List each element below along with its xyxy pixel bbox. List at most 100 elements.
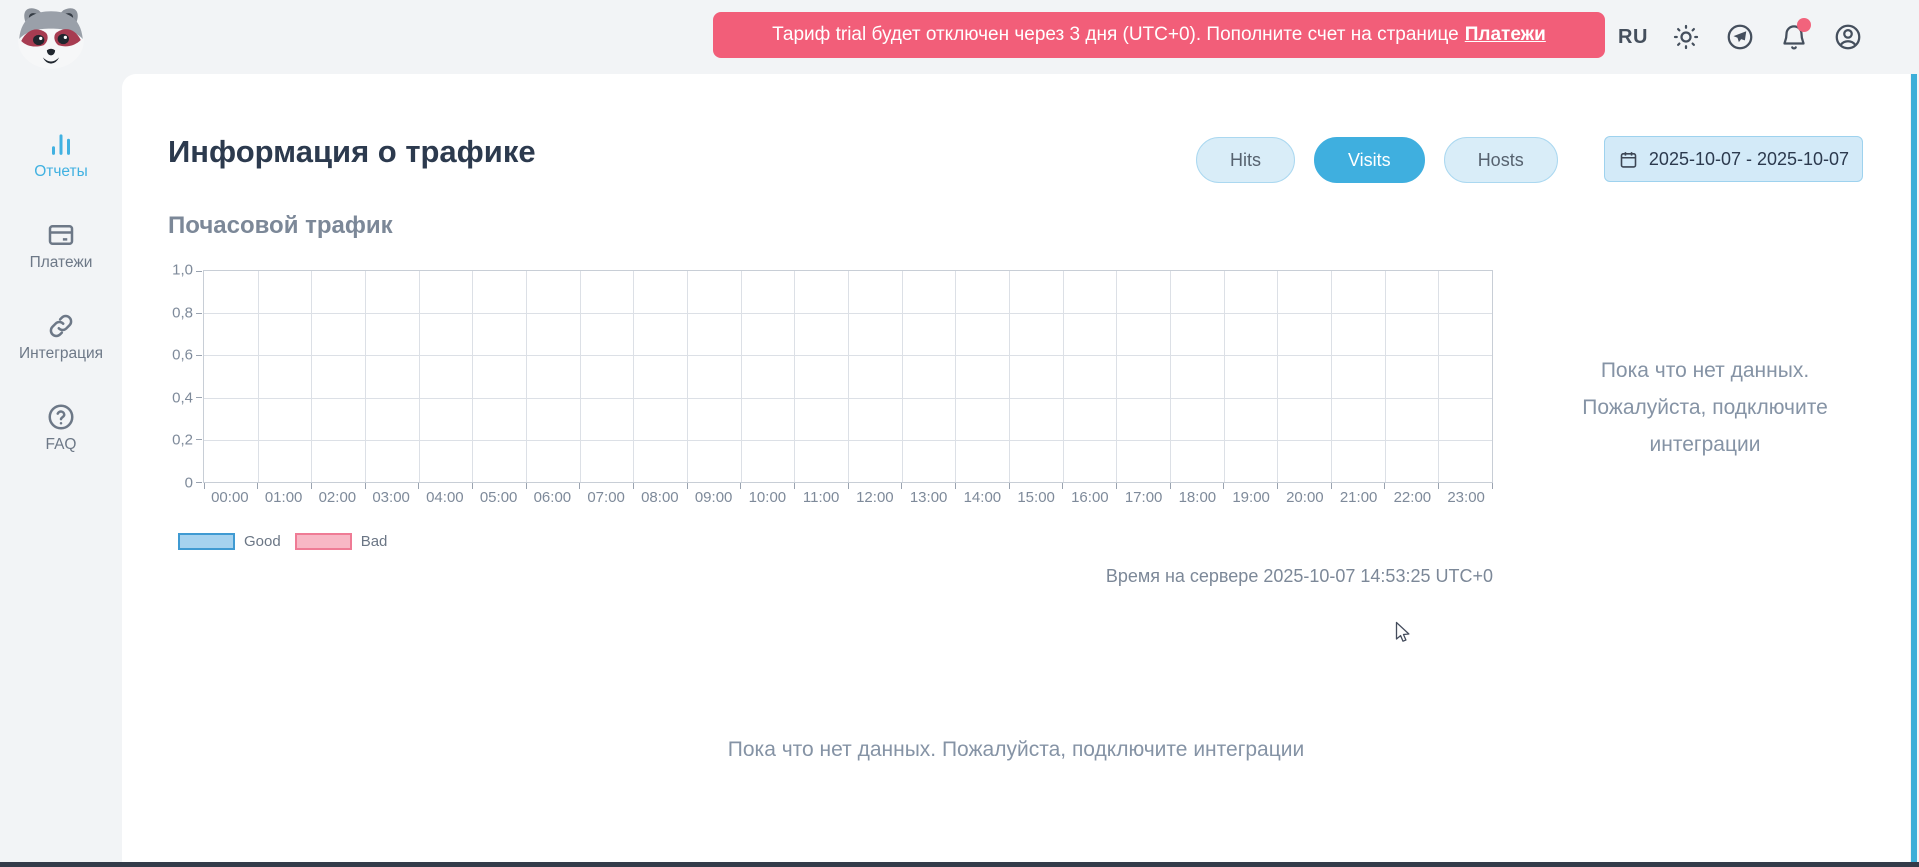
y-axis-tick	[196, 354, 202, 356]
gridline-vertical	[1170, 271, 1171, 482]
x-axis-label: 21:00	[1339, 489, 1378, 506]
x-axis-tick	[579, 483, 581, 489]
legend-label: Good	[244, 533, 281, 550]
bar-chart-icon	[45, 128, 77, 160]
x-axis-tick	[686, 483, 688, 489]
metric-toggle-group: Hits Visits Hosts	[1196, 137, 1558, 183]
header: Тариф trial будет отключен через 3 дня (…	[0, 0, 1919, 74]
theme-sun-icon[interactable]	[1670, 21, 1702, 53]
gridline-horizontal	[204, 439, 1492, 441]
toggle-hits-button[interactable]: Hits	[1196, 137, 1295, 183]
page-title: Информация о трафике	[168, 134, 536, 169]
y-axis-tick	[196, 439, 202, 441]
x-axis-label: 04:00	[426, 489, 464, 506]
x-axis-label: 12:00	[856, 489, 894, 506]
link-icon	[45, 310, 77, 342]
trial-warning-banner: Тариф trial будет отключен через 3 дня (…	[713, 12, 1605, 58]
profile-icon[interactable]	[1832, 21, 1864, 53]
legend-item-good[interactable]: Good	[178, 533, 281, 550]
gridline-vertical	[1009, 271, 1010, 482]
gridline-vertical	[848, 271, 849, 482]
x-axis-label: 13:00	[909, 489, 948, 506]
notification-badge	[1796, 18, 1811, 32]
notifications-bell-icon[interactable]	[1778, 18, 1811, 53]
x-axis-label: 05:00	[479, 489, 518, 506]
legend-item-bad[interactable]: Bad	[294, 533, 388, 550]
sidebar-item-faq[interactable]: FAQ	[45, 401, 77, 454]
credit-card-icon	[45, 219, 77, 251]
vertical-scrollbar[interactable]	[1911, 74, 1917, 862]
x-axis-tick	[1115, 483, 1117, 489]
y-axis-tick	[196, 481, 202, 483]
x-axis-label: 03:00	[372, 489, 410, 506]
y-axis-tick	[196, 270, 202, 272]
gridline-vertical	[579, 271, 581, 482]
toggle-hosts-button[interactable]: Hosts	[1443, 137, 1558, 183]
gridline-vertical	[1438, 271, 1440, 482]
x-axis-tick	[203, 483, 205, 489]
gridline-vertical	[794, 271, 796, 482]
x-axis-label: 23:00	[1447, 489, 1485, 506]
no-data-side-message: Пока что нет данных. Пожалуйста, подключи…	[1540, 352, 1870, 463]
gridline-vertical	[1384, 271, 1386, 482]
no-data-bottom-message: Пока что нет данных. Пожалуйста, подключ…	[727, 738, 1305, 761]
x-axis-label: 20:00	[1286, 489, 1324, 506]
x-axis-tick	[847, 483, 849, 489]
x-axis-tick	[418, 483, 420, 489]
sidebar-item-label: FAQ	[45, 436, 77, 453]
date-range-value: 2025-10-07 - 2025-10-07	[1648, 148, 1850, 169]
sidebar-item-reports[interactable]: Отчеты	[34, 128, 88, 181]
legend-label: Bad	[360, 533, 388, 550]
y-axis-label: 0,8	[172, 304, 193, 322]
x-axis-label: 18:00	[1178, 489, 1217, 506]
x-axis-label: 00:00	[211, 489, 249, 506]
y-axis-tick	[196, 312, 202, 314]
x-axis-label: 17:00	[1124, 489, 1163, 506]
no-data-side-line: Пока что нет данных.	[1600, 359, 1810, 382]
server-time: Время на сервере 2025-10-07 14:53:25 UTC…	[1105, 566, 1493, 586]
main-content: Информация о трафике Hits Visits Hosts 202…	[122, 74, 1910, 862]
x-axis-label: 02:00	[318, 489, 357, 506]
x-axis-label: 08:00	[641, 489, 679, 506]
raccoon-logo-icon[interactable]	[12, 2, 90, 69]
date-range-picker[interactable]: 2025-10-07 - 2025-10-07	[1604, 136, 1863, 182]
y-axis-label: 0,4	[172, 389, 193, 407]
toggle-visits-button[interactable]: Visits	[1314, 137, 1425, 183]
gridline-horizontal	[204, 397, 1492, 399]
x-axis-tick	[1330, 483, 1332, 489]
x-axis-tick	[525, 483, 527, 489]
x-axis-tick	[310, 483, 312, 489]
gridline-vertical	[257, 271, 259, 482]
x-axis-tick	[901, 483, 903, 489]
gridline-vertical	[1062, 271, 1064, 482]
x-axis-tick	[1223, 483, 1225, 489]
section-title: Почасовой трафик	[168, 212, 393, 239]
x-axis-tick	[1276, 483, 1278, 489]
x-axis-label: 19:00	[1232, 489, 1270, 506]
x-axis-tick	[1491, 483, 1493, 489]
x-axis-label: 14:00	[963, 489, 1002, 506]
header-actions: RU	[1618, 0, 1864, 74]
telegram-icon[interactable]	[1724, 21, 1756, 53]
y-axis-tick	[196, 397, 202, 399]
y-axis-label: 0,2	[172, 431, 193, 449]
gridline-vertical	[901, 271, 903, 482]
no-data-side-line: интеграции	[1649, 433, 1761, 456]
x-axis-tick	[1437, 483, 1439, 489]
language-switcher[interactable]: RU	[1618, 25, 1648, 48]
legend-swatch	[294, 533, 352, 550]
chart-plot-area	[196, 270, 1493, 489]
banner-payments-link[interactable]: Платежи	[1464, 24, 1546, 45]
x-axis-tick	[257, 483, 259, 489]
sidebar-item-integration[interactable]: Интеграция	[19, 310, 103, 363]
x-axis-tick	[1384, 483, 1386, 489]
x-axis-label: 11:00	[802, 489, 840, 506]
gridline-vertical	[365, 271, 366, 482]
x-axis-label: 09:00	[694, 489, 733, 506]
x-axis-label: 16:00	[1071, 489, 1109, 506]
sidebar-item-payments[interactable]: Платежи	[29, 219, 93, 272]
sidebar-item-label: Отчеты	[34, 163, 88, 180]
y-axis-label: 1,0	[172, 261, 193, 279]
sidebar-item-label: Платежи	[29, 254, 93, 271]
x-axis-tick	[364, 483, 366, 489]
